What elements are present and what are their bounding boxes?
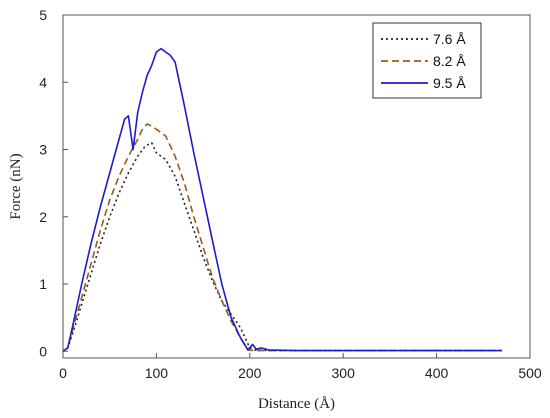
x-tick-label: 300 [332, 365, 356, 381]
y-tick-label: 2 [39, 209, 47, 225]
series-line-2 [62, 123, 502, 352]
y-tick-label: 5 [39, 7, 47, 23]
plot-frame [62, 14, 531, 359]
x-tick-label: 100 [145, 365, 169, 381]
legend-entry-label: 7.6 Å [433, 31, 466, 47]
series-layer [62, 47, 502, 352]
y-axis-label: Force (nN) [8, 153, 24, 219]
x-tick-label: 500 [518, 365, 542, 381]
series-line-3 [62, 47, 502, 352]
legend-entry-label: 8.2 Å [433, 53, 466, 69]
y-tick-label: 4 [39, 74, 47, 90]
plot-area [62, 14, 531, 359]
x-tick-label: 400 [425, 365, 449, 381]
y-tick-label: 1 [39, 276, 47, 292]
x-axis-label: Distance (Å) [258, 396, 335, 412]
y-tick-label: 0 [39, 343, 47, 359]
x-tick-label: 0 [59, 365, 67, 381]
y-tick-label: 3 [39, 142, 47, 158]
x-tick-label: 200 [238, 365, 262, 381]
ticks-layer: 0 100 200 300 400 500 0 1 2 3 4 5 [39, 7, 542, 381]
legend-entry-label: 9.5 Å [433, 75, 466, 91]
legend: 7.6 Å 8.2 Å 9.5 Å [372, 22, 482, 99]
series-line-1 [62, 142, 502, 352]
